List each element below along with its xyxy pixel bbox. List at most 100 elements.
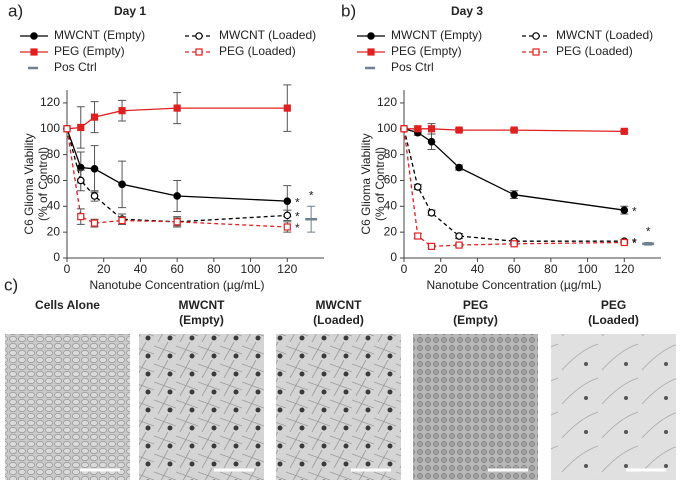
marker [283,223,291,231]
significance: * [632,204,637,218]
legend-label: MWCNT (Empty) [391,28,482,42]
series-line [66,128,288,202]
legend-label: Pos Ctrl [54,60,97,74]
x-tick-label: 40 [134,262,148,276]
x-tick-label: 60 [170,262,184,276]
micrograph [551,334,676,480]
marker [118,180,126,189]
series-line [403,128,625,242]
marker [455,241,463,249]
micrograph-caption: (Loaded) [588,313,639,327]
marker [427,242,436,250]
marker [455,126,463,134]
y-tick-label: 20 [384,224,398,238]
y-tick-label: 120 [40,95,60,109]
y-axis-label: C6 Glioma Viability [359,133,373,234]
marker [283,104,291,112]
micrograph-caption: MWCNT [316,298,363,312]
micrograph-caption: (Loaded) [313,313,364,327]
y-tick-label: 120 [377,95,397,109]
marker [427,137,436,146]
marker [620,238,628,247]
legend-label: PEG (Empty) [391,44,462,58]
legend-marker [30,48,38,56]
legend-label: MWCNT (Empty) [54,28,145,42]
marker [414,232,422,240]
y-axis-label: (% of Control) [36,147,50,221]
y-tick-label: 60 [47,173,61,187]
significance: * [632,237,637,251]
significance: * [632,235,637,249]
y-tick-label: 60 [384,173,398,187]
micrograph-caption: Cells Alone [35,298,100,312]
significance: * [295,221,300,235]
micrograph-caption: (Empty) [453,313,498,327]
x-tick-label: 0 [64,262,71,276]
x-tick-label: 100 [578,262,598,276]
y-tick-label: 0 [53,250,60,264]
marker [173,218,181,226]
x-tick-label: 80 [544,262,558,276]
marker [455,232,463,240]
series-line [403,128,625,248]
x-axis-label: Nanotube Concentration (µg/mL) [89,278,264,292]
marker [427,125,436,133]
x-tick-label: 80 [207,262,221,276]
marker [90,165,99,173]
marker [77,123,85,132]
y-axis-label: C6 Glioma Viability [22,133,36,234]
x-tick-label: 60 [507,262,521,276]
marker [283,211,292,220]
marker [173,192,181,200]
marker [510,240,518,248]
x-tick-label: 120 [614,262,634,276]
marker [118,216,126,225]
micrograph-caption: PEG [463,298,488,312]
micrograph [413,334,538,480]
marker [510,126,518,134]
x-tick-label: 40 [471,262,485,276]
legend-marker [195,32,203,40]
marker [173,104,181,112]
significance: * [295,210,300,224]
marker [90,219,99,227]
x-tick-label: 100 [241,262,261,276]
legend-label: PEG (Loaded) [556,44,633,58]
legend-label: MWCNT (Loaded) [556,28,653,42]
legend-marker [532,48,540,56]
y-tick-label: 100 [40,121,60,135]
marker [510,190,518,199]
marker [620,206,629,214]
marker [90,113,99,121]
y-tick-label: 40 [384,198,398,212]
series-line [66,128,288,223]
legend-label: PEG (Empty) [54,44,125,58]
legend-marker [532,32,540,40]
y-tick-label: 80 [384,147,398,161]
y-tick-label: 20 [47,224,61,238]
marker [283,197,292,205]
x-axis-label: Nanotube Concentration (µg/mL) [426,278,601,292]
chart-title: Day 3 [451,4,483,18]
panel-label: b) [341,1,356,20]
micrograph [139,334,264,480]
legend-marker [367,32,375,40]
x-tick-label: 120 [277,262,297,276]
significance: * [295,195,300,209]
x-tick-label: 20 [434,262,448,276]
marker [455,163,463,172]
legend-marker [367,48,375,56]
legend-label: Pos Ctrl [391,60,434,74]
micrograph-caption: PEG [601,298,626,312]
micrograph [5,334,130,480]
panel-label: c) [4,275,18,294]
y-tick-label: 40 [47,198,61,212]
y-tick-label: 0 [390,250,397,264]
micrograph-caption: MWCNT [179,298,226,312]
y-axis-label: (% of Control) [373,147,387,221]
legend-label: MWCNT (Loaded) [219,28,316,42]
marker [414,125,422,133]
y-tick-label: 80 [47,147,61,161]
legend-marker [30,32,38,40]
